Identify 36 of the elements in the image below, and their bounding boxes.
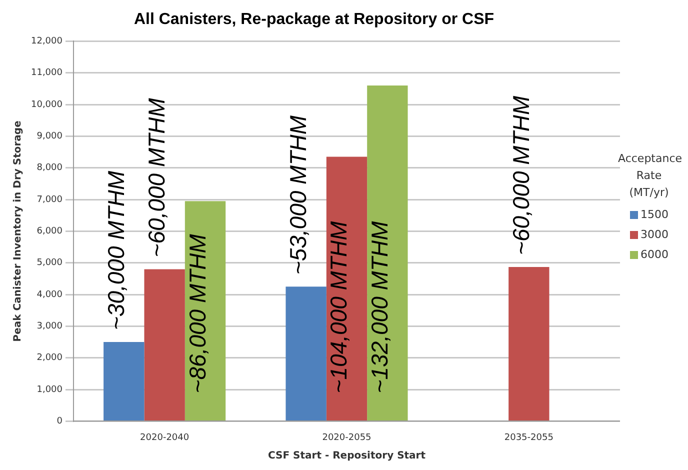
bar xyxy=(286,286,326,420)
bar xyxy=(508,266,550,420)
legend-title: Acceptance Rate (MT/yr) xyxy=(618,151,682,201)
x-axis-title: CSF Start - Repository Start xyxy=(268,450,426,462)
legend-label: 6000 xyxy=(640,248,668,261)
annotation: ~60,000 MTHM xyxy=(508,94,534,255)
y-tick-label: 0 xyxy=(56,416,63,427)
bar xyxy=(367,86,408,420)
x-tick-label: 2020-2055 xyxy=(322,432,372,443)
legend-label: 3000 xyxy=(640,228,668,241)
annotation: ~30,000 MTHM xyxy=(102,170,129,330)
x-tick-label: 2020-2040 xyxy=(140,432,190,443)
annotation: ~60,000 MTHM xyxy=(144,97,170,258)
y-tick-label: 5,000 xyxy=(36,258,63,268)
y-tick-label: 1,000 xyxy=(36,384,63,395)
y-tick-label: 7,000 xyxy=(36,194,63,205)
y-tick-label: 8,000 xyxy=(36,163,63,174)
chart-title: All Canisters, Re-package at Repository or CSF xyxy=(134,11,494,28)
y-tick-label: 2,000 xyxy=(36,353,63,364)
y-axis-title: Peak Canister Inventory in Dry Storage xyxy=(12,120,24,342)
y-tick-label: 10,000 xyxy=(30,100,63,110)
annotation: ~104,000 MTHM xyxy=(326,220,352,394)
legend-label: 1500 xyxy=(640,208,668,221)
y-tick-label: 4,000 xyxy=(36,290,63,300)
bar xyxy=(326,156,368,420)
annotation: ~86,000 MTHM xyxy=(184,233,210,394)
y-tick-label: 12,000 xyxy=(30,36,63,47)
y-tick-label: 6,000 xyxy=(36,226,63,237)
bar xyxy=(144,269,185,420)
y-tick-label: 3,000 xyxy=(36,322,63,332)
x-tick-label: 2035-2055 xyxy=(504,432,554,443)
y-tick-label: 9,000 xyxy=(36,132,63,142)
bar xyxy=(104,342,144,420)
annotation: ~132,000 MTHM xyxy=(366,220,392,394)
y-tick-label: 11,000 xyxy=(30,68,63,78)
annotation: ~53,000 MTHM xyxy=(285,114,312,275)
